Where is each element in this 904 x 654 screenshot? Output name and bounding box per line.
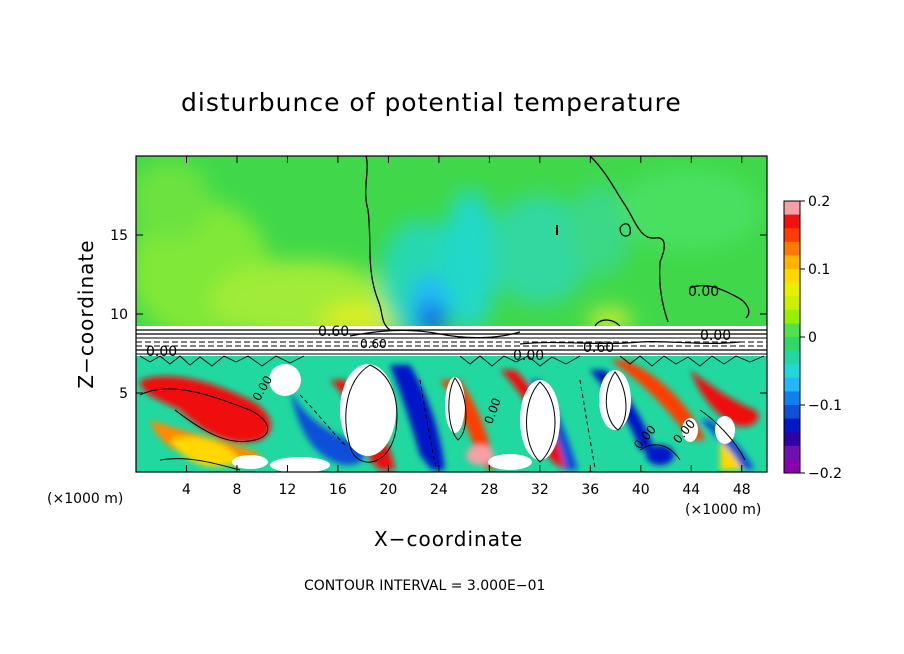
colorbar-swatch bbox=[784, 269, 800, 284]
x-tick-label: 8 bbox=[232, 482, 241, 498]
colorbar-swatch bbox=[784, 459, 800, 474]
contour-label: 0.60 bbox=[360, 337, 387, 351]
colorbar-swatch bbox=[784, 323, 800, 338]
y-tick-label: 10 bbox=[110, 307, 128, 323]
colorbar: 0.2 0.1 0 −0.1 −0.2 bbox=[783, 194, 842, 482]
y-axis-label: Z−coordinate bbox=[74, 239, 98, 389]
y-axis-unit: (×1000 m) bbox=[47, 491, 124, 507]
contour-label: 0.00 bbox=[146, 344, 177, 360]
colorbar-tick-label: 0 bbox=[808, 330, 817, 346]
colorbar-swatch bbox=[784, 405, 800, 420]
colorbar-swatch bbox=[784, 337, 800, 352]
colorbar-tick-label: −0.2 bbox=[808, 466, 842, 482]
colorbar-tick-label: 0.1 bbox=[808, 262, 830, 278]
colorbar-swatch bbox=[784, 377, 800, 392]
lower-turbulent-field bbox=[136, 356, 767, 472]
x-axis-unit: (×1000 m) bbox=[685, 502, 762, 518]
dense-contour-layer bbox=[136, 334, 767, 356]
upper-contours bbox=[136, 156, 767, 367]
x-tick-label: 20 bbox=[379, 482, 397, 498]
colorbar-swatch bbox=[784, 391, 800, 406]
colorbar-swatch bbox=[784, 296, 800, 311]
x-tick-label: 48 bbox=[733, 482, 751, 498]
colorbar-swatch bbox=[784, 241, 800, 256]
x-tick-label: 44 bbox=[682, 482, 700, 498]
colorbar-swatch bbox=[784, 418, 800, 433]
x-axis: 4 8 12 16 20 24 28 32 36 40 44 48 bbox=[182, 156, 751, 498]
colorbar-swatch bbox=[784, 364, 800, 379]
colorbar-tick-label: −0.1 bbox=[808, 398, 842, 414]
chart-title: disturbunce of potential temperature bbox=[181, 88, 682, 117]
colorbar-swatch bbox=[784, 445, 800, 460]
lower-contours bbox=[139, 364, 746, 471]
upper-field-shading bbox=[136, 160, 760, 340]
y-tick-label: 5 bbox=[119, 386, 128, 402]
contour-label: 0.00 bbox=[700, 328, 731, 344]
x-tick-label: 36 bbox=[581, 482, 599, 498]
y-axis: 5 10 15 bbox=[110, 228, 767, 402]
x-tick-label: 28 bbox=[480, 482, 498, 498]
contour-label: 0.00 bbox=[513, 348, 544, 364]
x-tick-label: 40 bbox=[632, 482, 650, 498]
colorbar-swatch bbox=[784, 255, 800, 270]
colorbar-swatch bbox=[784, 214, 800, 229]
contour-label: 0.60 bbox=[583, 340, 614, 356]
x-axis-label: X−coordinate bbox=[374, 527, 524, 551]
colorbar-swatch bbox=[784, 282, 800, 297]
colorbar-swatch bbox=[784, 350, 800, 365]
colorbar-swatch bbox=[784, 201, 800, 216]
colorbar-swatch bbox=[784, 228, 800, 243]
contour-label: 0.60 bbox=[318, 324, 349, 340]
x-tick-label: 16 bbox=[329, 482, 347, 498]
contour-label: 0.00 bbox=[688, 284, 719, 300]
temperature-field bbox=[136, 156, 767, 472]
contour-interval-note: CONTOUR INTERVAL = 3.000E−01 bbox=[304, 578, 546, 594]
y-tick-label: 15 bbox=[110, 228, 128, 244]
x-tick-label: 4 bbox=[182, 482, 191, 498]
x-tick-label: 24 bbox=[430, 482, 448, 498]
x-tick-label: 32 bbox=[531, 482, 549, 498]
colorbar-swatch bbox=[784, 432, 800, 447]
x-tick-label: 12 bbox=[279, 482, 297, 498]
colorbar-tick-label: 0.2 bbox=[808, 194, 830, 210]
colorbar-swatch bbox=[784, 309, 800, 324]
